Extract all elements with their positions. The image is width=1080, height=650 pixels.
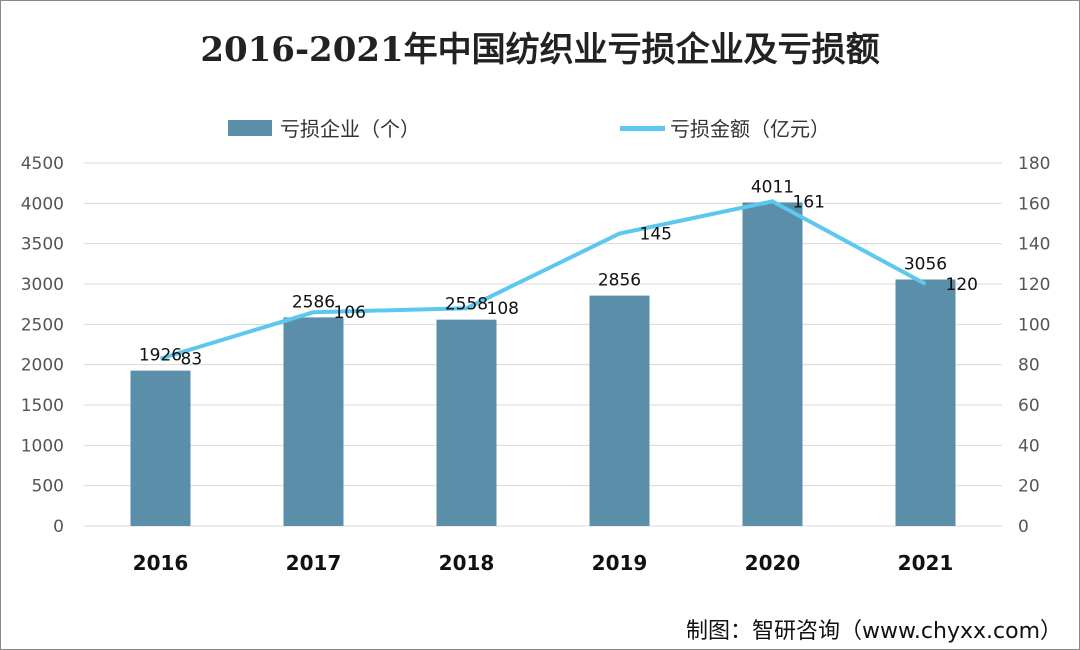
line-data-label: 161 (793, 192, 825, 212)
y2-tick-label: 100 (1018, 315, 1050, 335)
y-tick-label: 3500 (21, 235, 64, 255)
x-tick-label: 2017 (286, 551, 342, 575)
y2-tick-label: 160 (1018, 194, 1050, 214)
y2-tick-label: 40 (1018, 436, 1040, 456)
y2-tick-label: 120 (1018, 275, 1050, 295)
bar-data-label: 3056 (904, 254, 947, 274)
line-series (159, 199, 927, 361)
legend-bar-swatch (228, 120, 272, 136)
x-tick-label: 2021 (898, 551, 954, 575)
line-data-label: 120 (946, 275, 978, 295)
y2-tick-label: 180 (1018, 154, 1050, 174)
y-tick-label: 500 (32, 477, 64, 497)
line-data-label: 83 (181, 350, 203, 370)
x-tick-label: 2019 (592, 551, 648, 575)
chart-title: 2016-2021年中国纺织业亏损企业及亏损额 (200, 30, 880, 70)
legend-line-swatch (620, 126, 665, 131)
line-data-label: 106 (334, 303, 366, 323)
y2-tick-label: 140 (1018, 235, 1050, 255)
legend-bar-label: 亏损企业（个） (280, 117, 420, 141)
bar-data-label: 2856 (598, 271, 641, 291)
y-tick-label: 2000 (21, 356, 64, 376)
y2-tick-label: 0 (1018, 517, 1029, 537)
y-tick-label: 4000 (21, 194, 64, 214)
bar-data-label: 4011 (751, 177, 794, 197)
x-tick-label: 2018 (439, 551, 495, 575)
y-tick-label: 1500 (21, 396, 64, 416)
x-tick-label: 2016 (133, 551, 189, 575)
x-tick-label: 2020 (745, 551, 801, 575)
y-tick-label: 4500 (21, 154, 64, 174)
bar (130, 370, 191, 526)
bar (742, 202, 803, 527)
y-tick-label: 3000 (21, 275, 64, 295)
bar-data-label: 2586 (292, 292, 335, 312)
y2-tick-label: 20 (1018, 477, 1040, 497)
legend-line-label: 亏损金额（亿元） (670, 117, 830, 141)
bar (283, 317, 344, 526)
bar (436, 319, 497, 526)
y-tick-label: 1000 (21, 436, 64, 456)
line-data-label: 108 (487, 299, 519, 319)
bar (589, 295, 650, 526)
bar-data-label: 1926 (139, 346, 182, 366)
line-data-label: 145 (640, 225, 672, 245)
y-tick-label: 2500 (21, 315, 64, 335)
y-tick-label: 0 (53, 517, 64, 537)
bar (895, 279, 956, 526)
bar-data-label: 2558 (445, 295, 488, 315)
y2-tick-label: 80 (1018, 356, 1040, 376)
source-credit: 制图：智研咨询（www.chyxx.com） (685, 619, 1062, 644)
y2-tick-label: 60 (1018, 396, 1040, 416)
